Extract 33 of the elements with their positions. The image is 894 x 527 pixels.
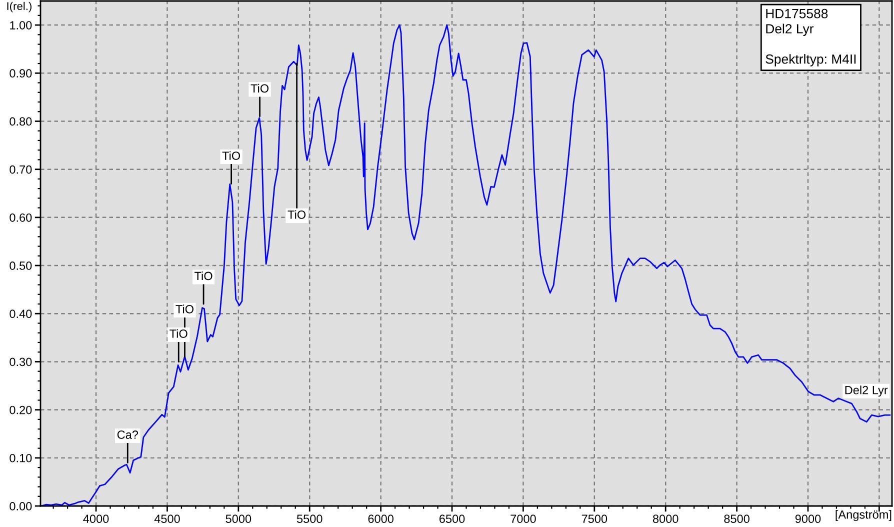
x-tick-label: 5000 xyxy=(226,514,252,524)
x-tick-label: 9000 xyxy=(795,514,821,524)
x-tick-label: 6500 xyxy=(439,514,465,524)
x-axis-title: [Angström] xyxy=(836,510,892,522)
series-label: Del2 Lyr xyxy=(845,386,888,397)
annotation: TiO xyxy=(176,304,194,314)
x-tick-label: 6000 xyxy=(368,514,394,524)
x-tick-label: 8500 xyxy=(724,514,750,524)
y-tick-label: 0.60 xyxy=(10,213,32,222)
annotation: TiO xyxy=(194,271,212,280)
annotation: TiO xyxy=(170,329,188,338)
y-tick-label: 0.80 xyxy=(10,117,32,126)
x-tick-label: 7500 xyxy=(582,514,608,524)
annotation: TiO xyxy=(222,151,240,160)
x-tick-label: 4000 xyxy=(83,514,109,524)
y-axis-title: I(rel.) xyxy=(7,2,32,12)
y-tick-label: 0.30 xyxy=(10,358,32,366)
y-tick-label: 0.40 xyxy=(10,310,32,318)
text: HD175588 Del2 Lyr Spektrltyp: M4II xyxy=(766,8,856,66)
y-tick-label: 1.00 xyxy=(10,21,32,30)
annotation: TiO xyxy=(250,84,269,93)
y-tick-label: 0.10 xyxy=(10,454,32,462)
annotation: Ca? xyxy=(117,430,138,439)
y-tick-label: 0.00 xyxy=(10,502,32,510)
y-tick-label: 0.90 xyxy=(10,69,32,78)
y-tick-label: 0.50 xyxy=(10,262,32,270)
y-tick-label: 0.70 xyxy=(10,165,32,174)
x-tick-label: 5500 xyxy=(296,514,322,524)
x-tick-label: 4500 xyxy=(154,514,180,524)
x-tick-label: 8000 xyxy=(652,514,678,524)
annotation: TiO xyxy=(288,210,306,219)
x-tick-label: 7000 xyxy=(510,514,536,524)
y-tick-label: 0.20 xyxy=(10,406,32,414)
